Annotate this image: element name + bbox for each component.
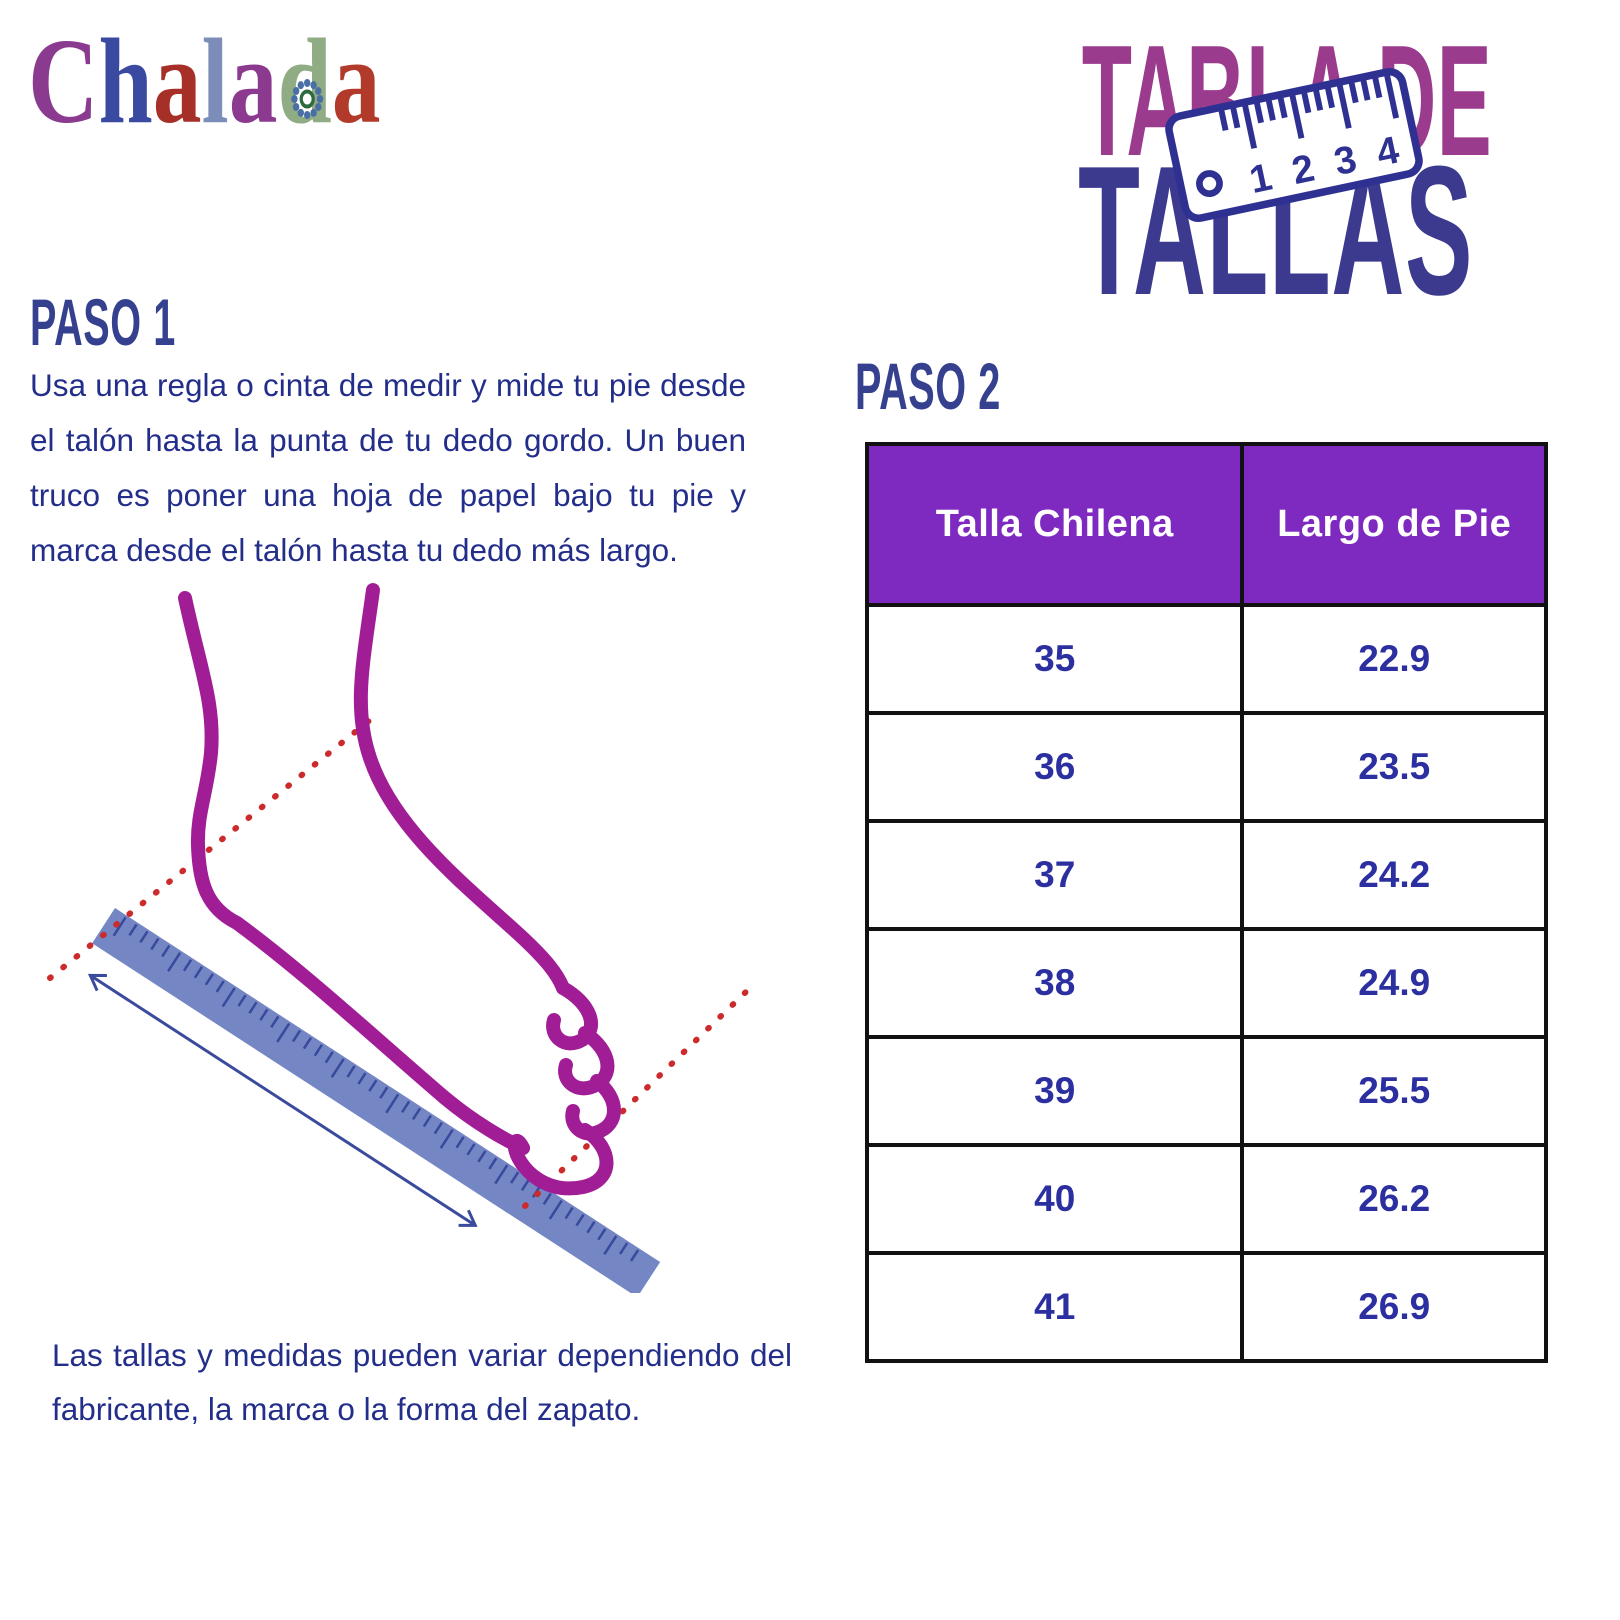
table-header-row: Talla Chilena Largo de Pie xyxy=(864,442,1548,607)
foot-measurement-illustration xyxy=(47,583,755,1293)
table-row-35: 35 22.9 xyxy=(864,603,1548,715)
cell-largo-37: 24.2 xyxy=(1240,819,1548,931)
table-row-38: 38 24.9 xyxy=(864,927,1548,1039)
brand-letter-4: a xyxy=(228,14,278,149)
measure-arrow xyxy=(87,973,478,1227)
column-header-largo-de-pie: Largo de Pie xyxy=(1240,442,1548,607)
brand-letter-0: C xyxy=(28,14,99,149)
table-row-41: 41 26.9 xyxy=(864,1251,1548,1363)
brand-letter-3: l xyxy=(201,14,229,149)
cell-talla-39: 39 xyxy=(864,1035,1245,1147)
table-row-37: 37 24.2 xyxy=(864,819,1548,931)
table-row-39: 39 25.5 xyxy=(864,1035,1548,1147)
cell-talla-40: 40 xyxy=(864,1143,1245,1255)
brand-letter-1: h xyxy=(98,14,153,149)
size-table: Talla Chilena Largo de Pie 35 22.9 36 23.5 3… xyxy=(864,442,1548,1363)
table-row-40: 40 26.2 xyxy=(864,1143,1548,1255)
cell-largo-35: 22.9 xyxy=(1240,603,1548,715)
cell-largo-38: 24.9 xyxy=(1240,927,1548,1039)
ruler-icon-ticks xyxy=(1218,73,1400,149)
cell-talla-36: 36 xyxy=(864,711,1245,823)
column-header-talla-chilena: Talla Chilena xyxy=(864,442,1245,607)
step1-instructions: Usa una regla o cinta de medir y mide tu… xyxy=(30,367,746,568)
table-row-36: 36 23.5 xyxy=(864,711,1548,823)
flower-icon xyxy=(291,79,324,119)
brand-letter-2: a xyxy=(152,14,202,149)
cell-talla-35: 35 xyxy=(864,603,1245,715)
heel-guide-dotted-line xyxy=(47,713,378,981)
cell-largo-40: 26.2 xyxy=(1240,1143,1548,1255)
foot-outline xyxy=(178,583,621,1196)
step1-heading: PASO 1 xyxy=(30,285,176,359)
cell-largo-41: 26.9 xyxy=(1240,1251,1548,1363)
disclaimer-text: Las tallas y medidas pueden variar depen… xyxy=(52,1337,792,1427)
measuring-ruler xyxy=(87,907,661,1293)
toe-guide-dotted-line xyxy=(522,983,755,1209)
cell-talla-41: 41 xyxy=(864,1251,1245,1363)
cell-largo-36: 23.5 xyxy=(1240,711,1548,823)
brand-letter-6: a xyxy=(331,14,381,149)
cell-talla-38: 38 xyxy=(864,927,1245,1039)
brand-logo: Chalada xyxy=(28,14,381,157)
cell-largo-39: 25.5 xyxy=(1240,1035,1548,1147)
step2-heading: PASO 2 xyxy=(855,349,1001,423)
cell-talla-37: 37 xyxy=(864,819,1245,931)
